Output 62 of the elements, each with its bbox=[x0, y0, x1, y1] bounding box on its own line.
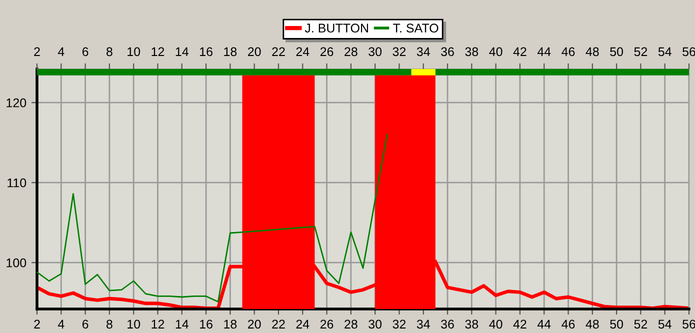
x-tick-label: 52 bbox=[634, 320, 648, 329]
x-tick-label: 2 bbox=[34, 320, 40, 328]
x2-tick-label: 46 bbox=[562, 47, 575, 56]
legend-label: T. SATO bbox=[393, 24, 438, 33]
x-tick-label: 4 bbox=[58, 320, 64, 328]
x-tick-label: 38 bbox=[465, 320, 478, 329]
x-tick-label: 44 bbox=[537, 320, 551, 328]
x-tick-label: 46 bbox=[562, 320, 575, 329]
x2-tick-label: 52 bbox=[634, 47, 648, 56]
x2-tick-label: 12 bbox=[152, 47, 164, 56]
x2-tick-label: 10 bbox=[128, 47, 140, 56]
x2-tick-label: 6 bbox=[82, 47, 88, 56]
x2-tick-label: 30 bbox=[368, 47, 382, 56]
y-tick-label: 120 bbox=[6, 98, 26, 108]
x2-tick-label: 48 bbox=[586, 47, 599, 56]
x2-tick-label: 20 bbox=[248, 47, 261, 56]
x2-tick-label: 4 bbox=[58, 47, 64, 56]
x-tick-label: 10 bbox=[128, 320, 140, 329]
x-tick-label: 34 bbox=[416, 320, 430, 329]
x2-tick-label: 28 bbox=[344, 47, 358, 56]
x2-tick-label: 8 bbox=[106, 47, 112, 56]
x2-tick-label: 26 bbox=[320, 47, 334, 56]
x2-tick-label: 2 bbox=[34, 47, 40, 56]
x-tick-label: 48 bbox=[586, 320, 599, 329]
x2-tick-label: 36 bbox=[441, 47, 454, 56]
x2-tick-label: 24 bbox=[296, 47, 310, 56]
y-tick-label: 110 bbox=[8, 178, 26, 188]
y-tick-label: 100 bbox=[6, 258, 26, 268]
line-series bbox=[37, 134, 388, 302]
x-tick-label: 32 bbox=[392, 320, 406, 329]
x-tick-label: 28 bbox=[344, 320, 358, 329]
x2-tick-label: 18 bbox=[224, 47, 237, 56]
x-tick-label: 16 bbox=[200, 320, 212, 329]
x-tick-label: 56 bbox=[682, 320, 695, 329]
x2-tick-label: 40 bbox=[489, 47, 502, 56]
x-tick-label: 30 bbox=[368, 320, 382, 329]
x-tick-label: 6 bbox=[82, 320, 88, 329]
x-tick-label: 8 bbox=[106, 320, 112, 329]
x-tick-label: 36 bbox=[441, 320, 454, 329]
x2-tick-label: 56 bbox=[682, 47, 695, 56]
x2-tick-label: 50 bbox=[610, 47, 624, 56]
x2-tick-label: 16 bbox=[200, 47, 212, 56]
x-tick-label: 24 bbox=[296, 320, 310, 328]
x-tick-label: 42 bbox=[513, 320, 526, 328]
x2-tick-label: 34 bbox=[416, 47, 430, 56]
x-tick-label: 22 bbox=[272, 320, 285, 328]
x-tick-label: 26 bbox=[320, 320, 334, 329]
x2-tick-label: 42 bbox=[513, 47, 526, 56]
x-tick-label: 18 bbox=[224, 320, 237, 329]
x-tick-label: 40 bbox=[489, 320, 502, 329]
legend-label: J. BUTTON bbox=[304, 24, 368, 33]
x2-tick-label: 38 bbox=[465, 47, 478, 56]
x-tick-label: 54 bbox=[658, 320, 672, 329]
x-tick-label: 14 bbox=[176, 320, 188, 328]
x2-tick-label: 44 bbox=[537, 47, 551, 56]
x2-tick-label: 54 bbox=[658, 47, 672, 56]
x-tick-label: 12 bbox=[152, 320, 164, 328]
x2-tick-label: 22 bbox=[272, 47, 285, 56]
x-tick-label: 20 bbox=[248, 320, 261, 329]
x2-tick-label: 14 bbox=[176, 47, 188, 56]
x2-tick-label: 32 bbox=[392, 47, 406, 56]
x-tick-label: 50 bbox=[610, 320, 624, 329]
